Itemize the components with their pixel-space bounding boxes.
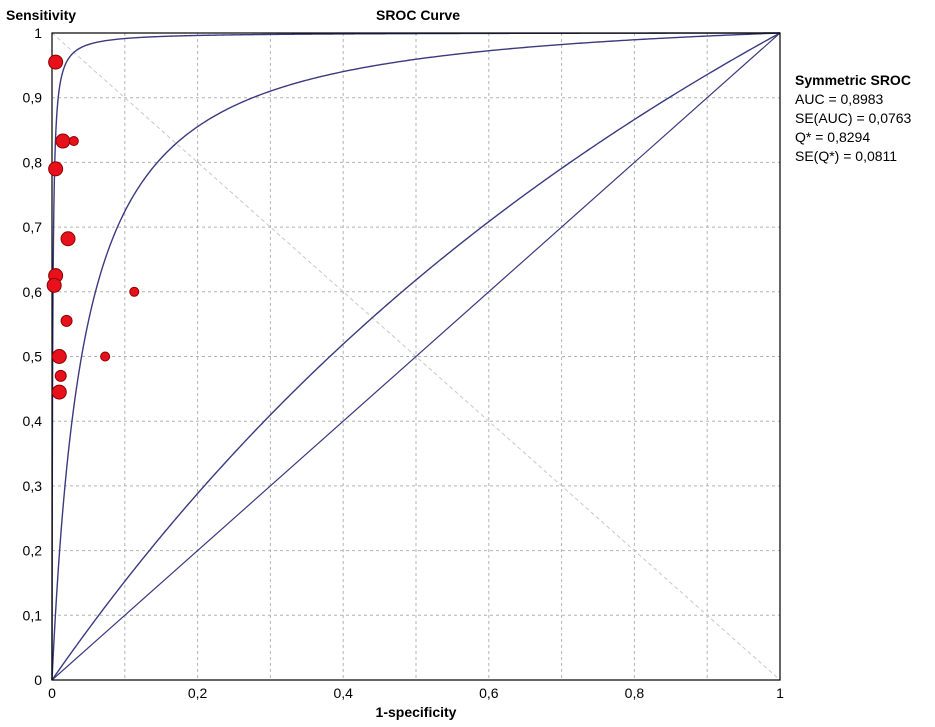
- study-point: [129, 286, 140, 297]
- study-point: [51, 349, 67, 364]
- x-tick-label: 0,8: [625, 685, 645, 701]
- x-axis-title: 1-specificity: [376, 704, 457, 720]
- study-point: [60, 314, 73, 327]
- study-point: [55, 133, 71, 149]
- x-tick-label: 0: [48, 685, 56, 701]
- chance-diagonal: [51, 32, 781, 681]
- study-point: [60, 231, 76, 247]
- sroc-curves: [51, 32, 781, 681]
- y-tick-label: 0,6: [23, 284, 43, 300]
- y-tick-label: 0,2: [23, 543, 43, 559]
- x-tick-label: 0,4: [333, 685, 353, 701]
- y-tick-label: 0,4: [23, 413, 43, 429]
- y-tick-label: 0,8: [23, 154, 43, 170]
- study-point: [68, 136, 79, 147]
- chart-title: SROC Curve: [376, 7, 460, 23]
- y-tick-label: 0,5: [23, 349, 43, 365]
- grid-layer: [52, 33, 780, 680]
- y-tick-label: 1: [34, 25, 42, 41]
- y-tick-label: 0,7: [23, 219, 43, 235]
- x-tick-labels: 0 0,2 0,4 0,6 0,8 1: [48, 685, 784, 701]
- study-point: [100, 351, 111, 362]
- legend-title: Symmetric SROC: [795, 72, 911, 88]
- y-tick-label: 0,1: [23, 607, 43, 623]
- study-point: [51, 384, 67, 400]
- y-tick-label: 0,3: [23, 478, 43, 494]
- y-tick-label: 0: [34, 672, 42, 688]
- legend-se-auc: SE(AUC) = 0,0763: [795, 110, 912, 126]
- symmetric-sroc-curve: [51, 32, 781, 681]
- x-tick-label: 1: [776, 685, 784, 701]
- legend-se-q-star: SE(Q*) = 0,0811: [795, 148, 897, 164]
- y-axis-title: Sensitivity: [6, 7, 76, 23]
- legend-q-star: Q* = 0,8294: [795, 129, 870, 145]
- study-point: [48, 54, 64, 70]
- study-points: [46, 54, 140, 400]
- y-tick-labels: 0 0,1 0,2 0,3 0,4 0,5 0,6 0,7 0,8 0,9 1: [23, 25, 43, 688]
- study-point: [46, 277, 62, 293]
- x-tick-label: 0,2: [188, 685, 208, 701]
- x-tick-label: 0,6: [479, 685, 499, 701]
- sroc-lower-bound-curve: [51, 32, 781, 681]
- study-point: [48, 161, 64, 177]
- y-tick-label: 0,9: [23, 90, 43, 106]
- legend-auc: AUC = 0,8983: [795, 91, 884, 107]
- study-point: [54, 369, 67, 382]
- legend: Symmetric SROC AUC = 0,8983 SE(AUC) = 0,…: [795, 72, 912, 164]
